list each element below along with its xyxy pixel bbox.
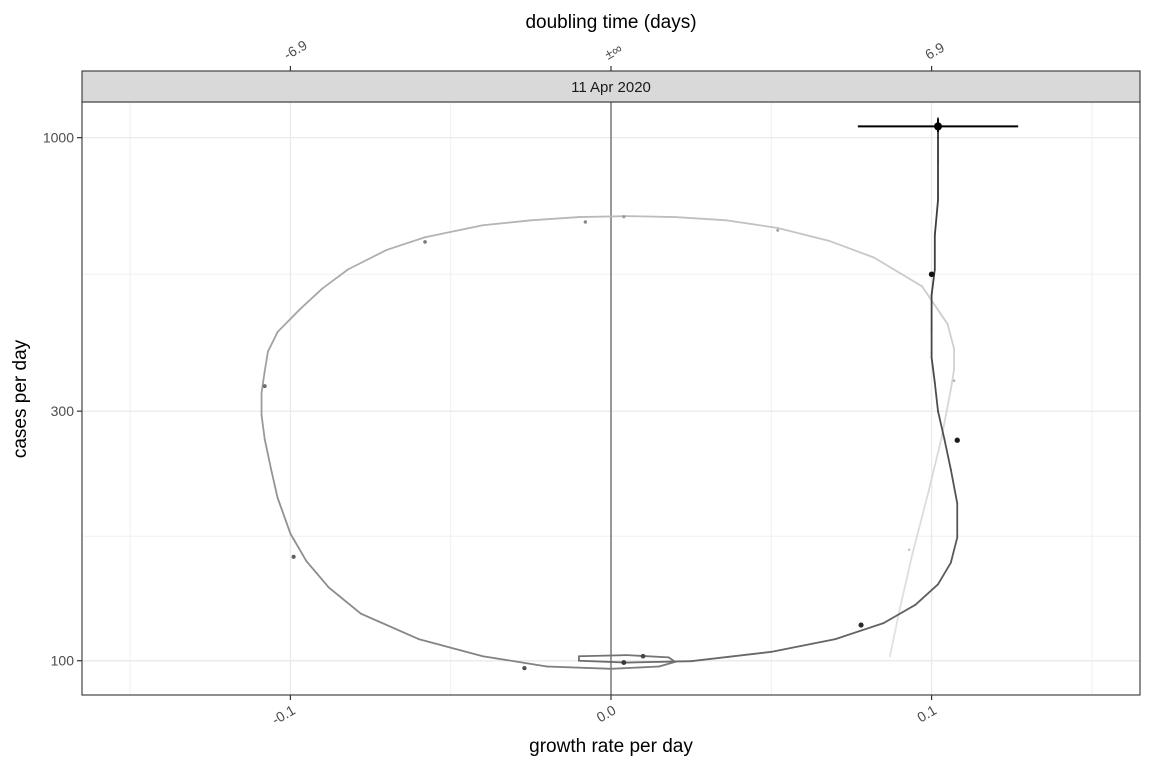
trajectory-segment <box>385 236 426 251</box>
data-points <box>262 215 960 671</box>
trajectory-segment <box>260 414 266 441</box>
trajectory-segment <box>674 216 728 222</box>
trajectory-segment <box>872 256 923 288</box>
data-point <box>858 622 864 628</box>
trajectory-segment <box>289 532 308 563</box>
trajectory-segment <box>949 468 959 505</box>
current-estimate <box>857 119 1019 133</box>
trajectory-segment <box>937 410 946 441</box>
trajectory-segment <box>911 491 930 555</box>
data-point <box>291 554 296 559</box>
trajectory-segment <box>828 239 875 259</box>
x-axis-title: growth rate per day <box>529 736 693 757</box>
trajectory-segment <box>690 650 773 663</box>
trajectory-segment <box>914 583 939 606</box>
trajectory-segment <box>949 368 955 391</box>
y-tick-label: 300 <box>51 403 75 419</box>
y-tick-label: 1000 <box>43 130 74 146</box>
x-tick-label: 0.0 <box>594 702 619 726</box>
trajectory-segment <box>725 219 779 229</box>
trajectory-segment <box>946 323 955 350</box>
trajectory-segment <box>776 227 830 242</box>
trajectory-segment <box>481 655 548 668</box>
trajectory-segment <box>305 560 330 589</box>
trajectory-segment <box>267 331 279 353</box>
trajectory-segment <box>898 553 914 611</box>
x-axis: -0.1 0.0 0.1 <box>269 695 939 728</box>
trajectory-segment <box>889 609 901 658</box>
trajectory-segment <box>930 356 936 384</box>
trajectory-segment <box>949 536 959 564</box>
data-point <box>522 665 527 671</box>
trajectory-segment <box>417 638 484 658</box>
data-point <box>640 653 646 659</box>
trajectory-segment <box>937 561 952 586</box>
data-point <box>621 660 627 665</box>
trajectory-segment <box>360 612 420 640</box>
data-point <box>907 548 911 551</box>
trajectory-segment <box>882 603 917 625</box>
trajectory-segment <box>263 350 269 372</box>
data-point <box>423 240 427 244</box>
trajectory-segment <box>578 215 628 218</box>
panel-title: 11 Apr 2020 <box>571 79 651 96</box>
trajectory-segment <box>276 496 292 535</box>
x2-tick-label: -6.9 <box>281 37 310 63</box>
x2-tick-label: ±∞ <box>602 40 625 63</box>
trajectory-segment <box>299 287 324 311</box>
trajectory-segment <box>626 660 693 664</box>
trajectory-segment <box>626 654 670 659</box>
trajectory-segment <box>626 215 677 218</box>
trajectory-segment <box>927 438 943 494</box>
secondary-x-axis: -6.9 ±∞ 6.9 <box>281 37 947 71</box>
trajectory-segment <box>933 381 939 413</box>
trajectory-segment <box>545 665 612 670</box>
trajectory-segment <box>327 586 362 615</box>
trajectory-segment <box>347 249 388 271</box>
data-point <box>952 379 956 383</box>
y-axis: 100 300 1000 <box>43 130 82 669</box>
x-tick-label: -0.1 <box>269 702 298 728</box>
data-point <box>583 220 588 224</box>
x2-tick-label: 6.9 <box>922 39 947 63</box>
trajectory-segment <box>658 660 677 668</box>
trajectory-segment <box>933 199 939 237</box>
trajectory-segment <box>260 370 266 394</box>
data-point <box>776 228 780 232</box>
trajectory-segment <box>578 659 628 664</box>
trajectory-segment <box>770 638 837 653</box>
trajectory-segment <box>943 438 952 471</box>
trajectory-segment <box>321 268 350 290</box>
data-point <box>954 437 960 443</box>
trajectory-segment <box>481 219 532 227</box>
data-point <box>262 384 267 389</box>
panel-strip <box>81 70 1141 103</box>
trajectory-segment <box>263 438 273 471</box>
y-tick-label: 100 <box>51 653 75 669</box>
trajectory-segment <box>529 216 580 222</box>
trajectory-segment <box>578 654 628 658</box>
trajectory-segment <box>834 622 885 640</box>
y-axis-title: cases per day <box>10 339 31 458</box>
trajectory-segment <box>921 285 949 326</box>
trajectory-segment <box>610 665 660 670</box>
trajectory-segment <box>276 308 301 333</box>
data-point <box>928 271 935 278</box>
trajectory-segment <box>424 224 484 239</box>
data-point <box>622 215 626 219</box>
x-tick-label: 0.1 <box>914 702 939 726</box>
current-point <box>934 122 943 131</box>
trajectory-segment <box>270 468 279 499</box>
x2-axis-title: doubling time (days) <box>525 12 696 33</box>
